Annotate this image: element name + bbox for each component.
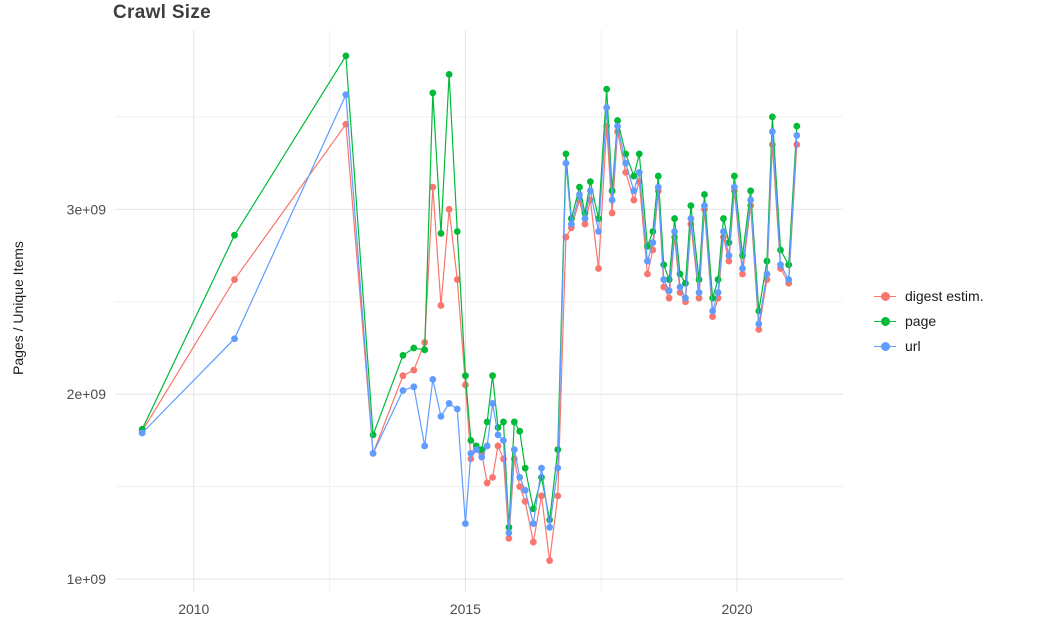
- legend-item-page: page: [874, 313, 984, 329]
- svg-text:3e+09: 3e+09: [67, 201, 107, 217]
- legend: digest estim. page url: [874, 288, 984, 363]
- legend-label-digest-estim: digest estim.: [905, 288, 984, 304]
- svg-text:2020: 2020: [721, 601, 752, 617]
- legend-label-page: page: [905, 313, 937, 329]
- svg-text:2e+09: 2e+09: [67, 386, 107, 402]
- svg-text:2015: 2015: [450, 601, 481, 617]
- legend-swatch-page-icon: [874, 316, 896, 327]
- legend-swatch-url-icon: [874, 341, 896, 352]
- svg-text:2010: 2010: [178, 601, 209, 617]
- svg-text:1e+09: 1e+09: [67, 571, 107, 587]
- legend-item-digest-estim: digest estim.: [874, 288, 984, 304]
- legend-swatch-digest-estim-icon: [874, 291, 896, 302]
- chart-title: Crawl Size: [113, 2, 212, 23]
- legend-item-url: url: [874, 338, 984, 354]
- legend-label-url: url: [905, 338, 921, 354]
